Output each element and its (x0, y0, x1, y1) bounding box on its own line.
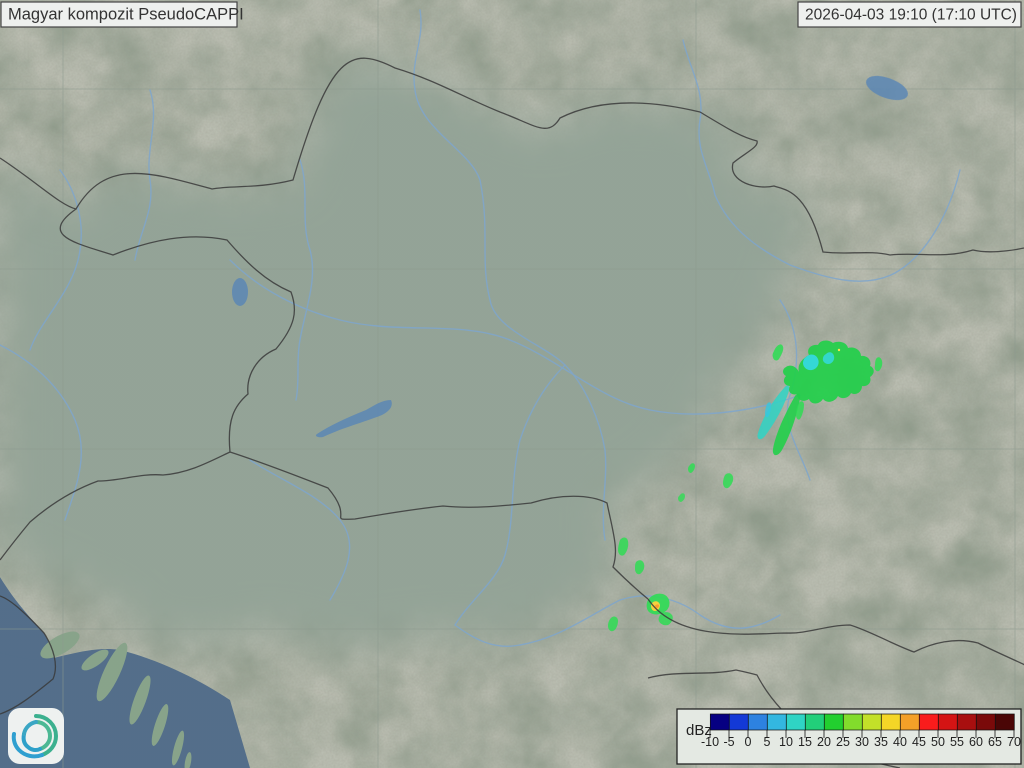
svg-text:Magyar kompozit PseudoCAPPI: Magyar kompozit PseudoCAPPI (8, 6, 244, 24)
svg-text:2026-04-03 19:10 (17:10 UTC): 2026-04-03 19:10 (17:10 UTC) (805, 7, 1017, 24)
